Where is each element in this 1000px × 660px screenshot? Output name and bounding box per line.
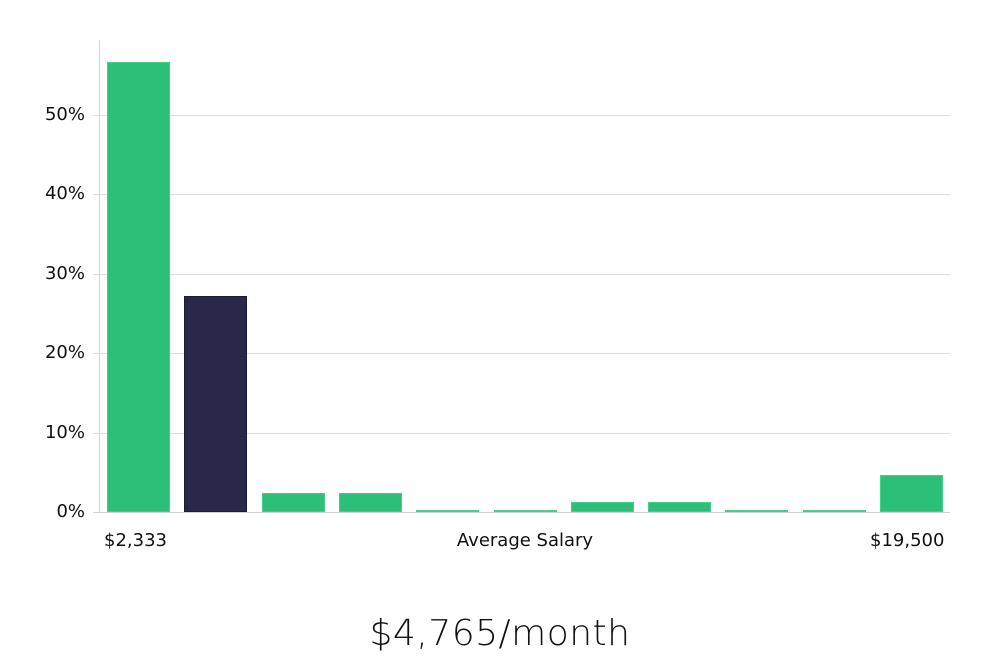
bar bbox=[880, 475, 943, 512]
gridline bbox=[93, 274, 950, 275]
bar-highlighted bbox=[184, 296, 247, 512]
bar bbox=[494, 510, 557, 512]
x-axis-max-label: $19,500 bbox=[870, 530, 945, 551]
y-tick-label: 30% bbox=[44, 263, 85, 284]
bar bbox=[725, 510, 788, 512]
gridline bbox=[93, 194, 950, 195]
bar bbox=[339, 493, 402, 512]
bar bbox=[571, 502, 634, 512]
y-axis-line bbox=[99, 40, 100, 513]
gridline bbox=[93, 433, 950, 434]
y-tick-label: 0% bbox=[56, 501, 85, 522]
x-axis-title: Average Salary bbox=[456, 530, 594, 551]
salary-histogram: 0% 10% 20% 30% 40% 50% $2,333 Average Salary … bbox=[44, 40, 950, 551]
x-axis-baseline bbox=[93, 512, 950, 513]
average-salary-value: $4,765/month bbox=[369, 613, 631, 654]
y-tick-label: 10% bbox=[44, 422, 85, 443]
bar bbox=[648, 502, 711, 512]
bar bbox=[416, 510, 479, 512]
gridline bbox=[93, 115, 950, 116]
y-tick-label: 40% bbox=[44, 183, 85, 204]
gridline bbox=[93, 353, 950, 354]
bar bbox=[107, 62, 170, 512]
bar bbox=[262, 493, 325, 512]
y-tick-label: 20% bbox=[44, 342, 85, 363]
bar bbox=[803, 510, 866, 512]
y-tick-label: 50% bbox=[44, 104, 85, 125]
x-axis-min-label: $2,333 bbox=[104, 530, 167, 551]
